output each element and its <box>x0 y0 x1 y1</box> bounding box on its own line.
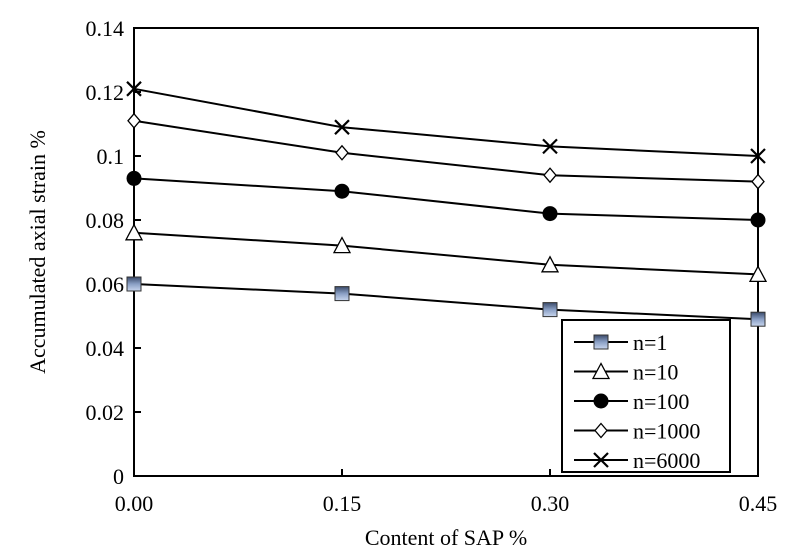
data-point <box>748 265 768 283</box>
legend-marker <box>594 422 608 439</box>
series-n=100 <box>126 170 766 228</box>
data-point <box>334 183 350 199</box>
legend-label: n=1 <box>633 330 667 355</box>
series-line <box>133 177 759 221</box>
data-point <box>540 255 560 273</box>
series-line <box>133 283 759 321</box>
y-tick-label: 0.02 <box>86 400 125 425</box>
data-point <box>334 119 350 135</box>
series-n=10 <box>124 223 768 283</box>
data-point <box>542 138 558 155</box>
data-point <box>750 148 766 164</box>
data-point <box>126 170 142 186</box>
data-point <box>750 212 766 228</box>
x-tick-label: 0.30 <box>531 491 570 516</box>
x-tick-label: 0.15 <box>323 491 362 516</box>
legend: n=1 n=10 n=100 n=1000 n=6000 <box>561 319 731 473</box>
data-point <box>543 167 557 184</box>
series-line <box>133 87 759 157</box>
data-point <box>751 173 765 190</box>
legend-label: n=6000 <box>633 448 700 473</box>
data-point <box>124 223 144 241</box>
series-line <box>133 231 759 276</box>
series-line <box>133 119 759 183</box>
data-point <box>126 81 142 97</box>
data-point <box>542 302 558 318</box>
legend-marker <box>593 393 609 409</box>
data-point <box>334 286 350 302</box>
legend-label: n=1000 <box>633 419 700 444</box>
data-point <box>332 236 352 254</box>
y-tick-label: 0.12 <box>86 80 125 105</box>
y-tick-label: 0.06 <box>86 272 125 297</box>
data-point <box>335 144 349 161</box>
data-point <box>127 112 141 129</box>
data-point <box>542 206 558 222</box>
series-n=6000 <box>126 81 766 164</box>
series-n=1000 <box>127 112 765 190</box>
data-point <box>126 276 142 292</box>
data-point <box>750 311 766 327</box>
y-axis-label: Accumulated axial strain % <box>25 130 50 374</box>
legend-label: n=10 <box>633 360 678 385</box>
y-tick-label: 0 <box>113 464 124 489</box>
y-tick-label: 0.1 <box>97 144 125 169</box>
y-tick-label: 0.14 <box>86 16 125 41</box>
legend-marker <box>593 334 609 350</box>
series-n=1 <box>126 276 766 327</box>
x-axis-label: Content of SAP % <box>365 525 527 550</box>
legend-marker <box>591 362 611 380</box>
y-tick-label: 0.04 <box>86 336 125 361</box>
legend-marker <box>593 452 609 468</box>
y-tick-label: 0.08 <box>86 208 125 233</box>
legend-label: n=100 <box>633 389 689 414</box>
x-tick-label: 0.45 <box>739 491 778 516</box>
x-tick-label: 0.00 <box>115 491 154 516</box>
